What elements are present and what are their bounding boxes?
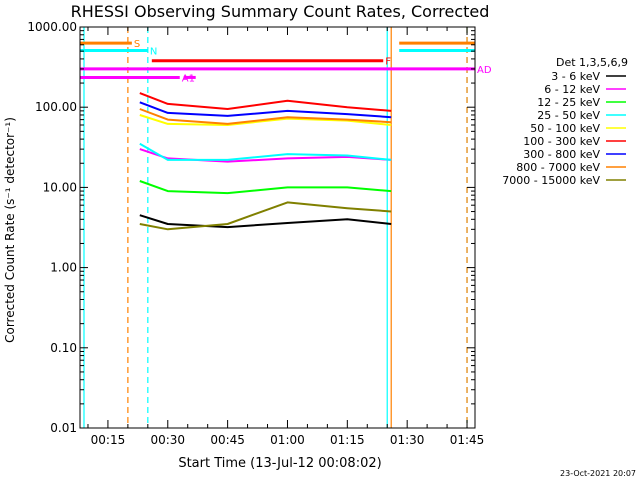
x-tick-label-2: 00:45 [210, 433, 245, 447]
state-bar-label-a1: A1 [182, 73, 195, 84]
x-tick-label-5: 01:30 [390, 433, 425, 447]
series-line-4 [139, 114, 392, 126]
y-axis-label: Corrected Count Rate (s⁻¹ detector⁻¹) [3, 117, 17, 343]
series-line-8 [139, 201, 392, 231]
x-axis-label: Start Time (13-Jul-12 00:08:02) [178, 456, 381, 471]
y-tick-label-2: 1.00 [50, 261, 77, 275]
x-tick-label-3: 01:00 [270, 433, 305, 447]
legend-label-7: 800 - 7000 keV [516, 161, 600, 174]
x-tick-label-4: 01:15 [330, 433, 365, 447]
series-line-6 [139, 101, 392, 119]
state-bar-label-n: N [150, 46, 157, 57]
x-tick-label-6: 01:45 [450, 433, 485, 447]
y-tick-label-0: 0.01 [50, 421, 77, 435]
legend-label-4: 50 - 100 keV [530, 122, 600, 135]
legend-label-3: 25 - 50 keV [537, 109, 600, 122]
series-line-0 [139, 214, 392, 229]
y-tick-label-3: 10.00 [43, 180, 77, 194]
y-tick-label-4: 100.00 [35, 100, 77, 114]
chart-title: RHESSI Observing Summary Count Rates, Co… [71, 2, 490, 21]
state-bar-label-ad: AD [477, 65, 492, 76]
state-bar-label-s: S [134, 39, 140, 50]
y-tick-label-1: 0.10 [50, 341, 77, 355]
plot-frame [79, 26, 476, 429]
series-line-3 [139, 142, 392, 161]
legend-title: Det 1,3,5,6,9 [556, 56, 628, 69]
legend-label-1: 6 - 12 keV [544, 83, 600, 96]
legend-label-0: 3 - 6 keV [551, 70, 600, 83]
legend-label-2: 12 - 25 keV [537, 96, 600, 109]
state-bar-label-f: F [385, 57, 391, 68]
legend-label-6: 300 - 800 keV [523, 148, 600, 161]
series-line-7 [139, 108, 392, 125]
legend-label-8: 7000 - 15000 keV [502, 174, 600, 187]
y-tick-label-5: 1000.00 [27, 20, 77, 34]
x-tick-label-0: 00:15 [91, 433, 126, 447]
series-line-2 [139, 180, 392, 195]
x-tick-label-1: 00:30 [150, 433, 185, 447]
legend-label-5: 100 - 300 keV [523, 135, 600, 148]
timestamp: 23-Oct-2021 20:07 [560, 469, 636, 478]
series-line-5 [139, 92, 392, 112]
